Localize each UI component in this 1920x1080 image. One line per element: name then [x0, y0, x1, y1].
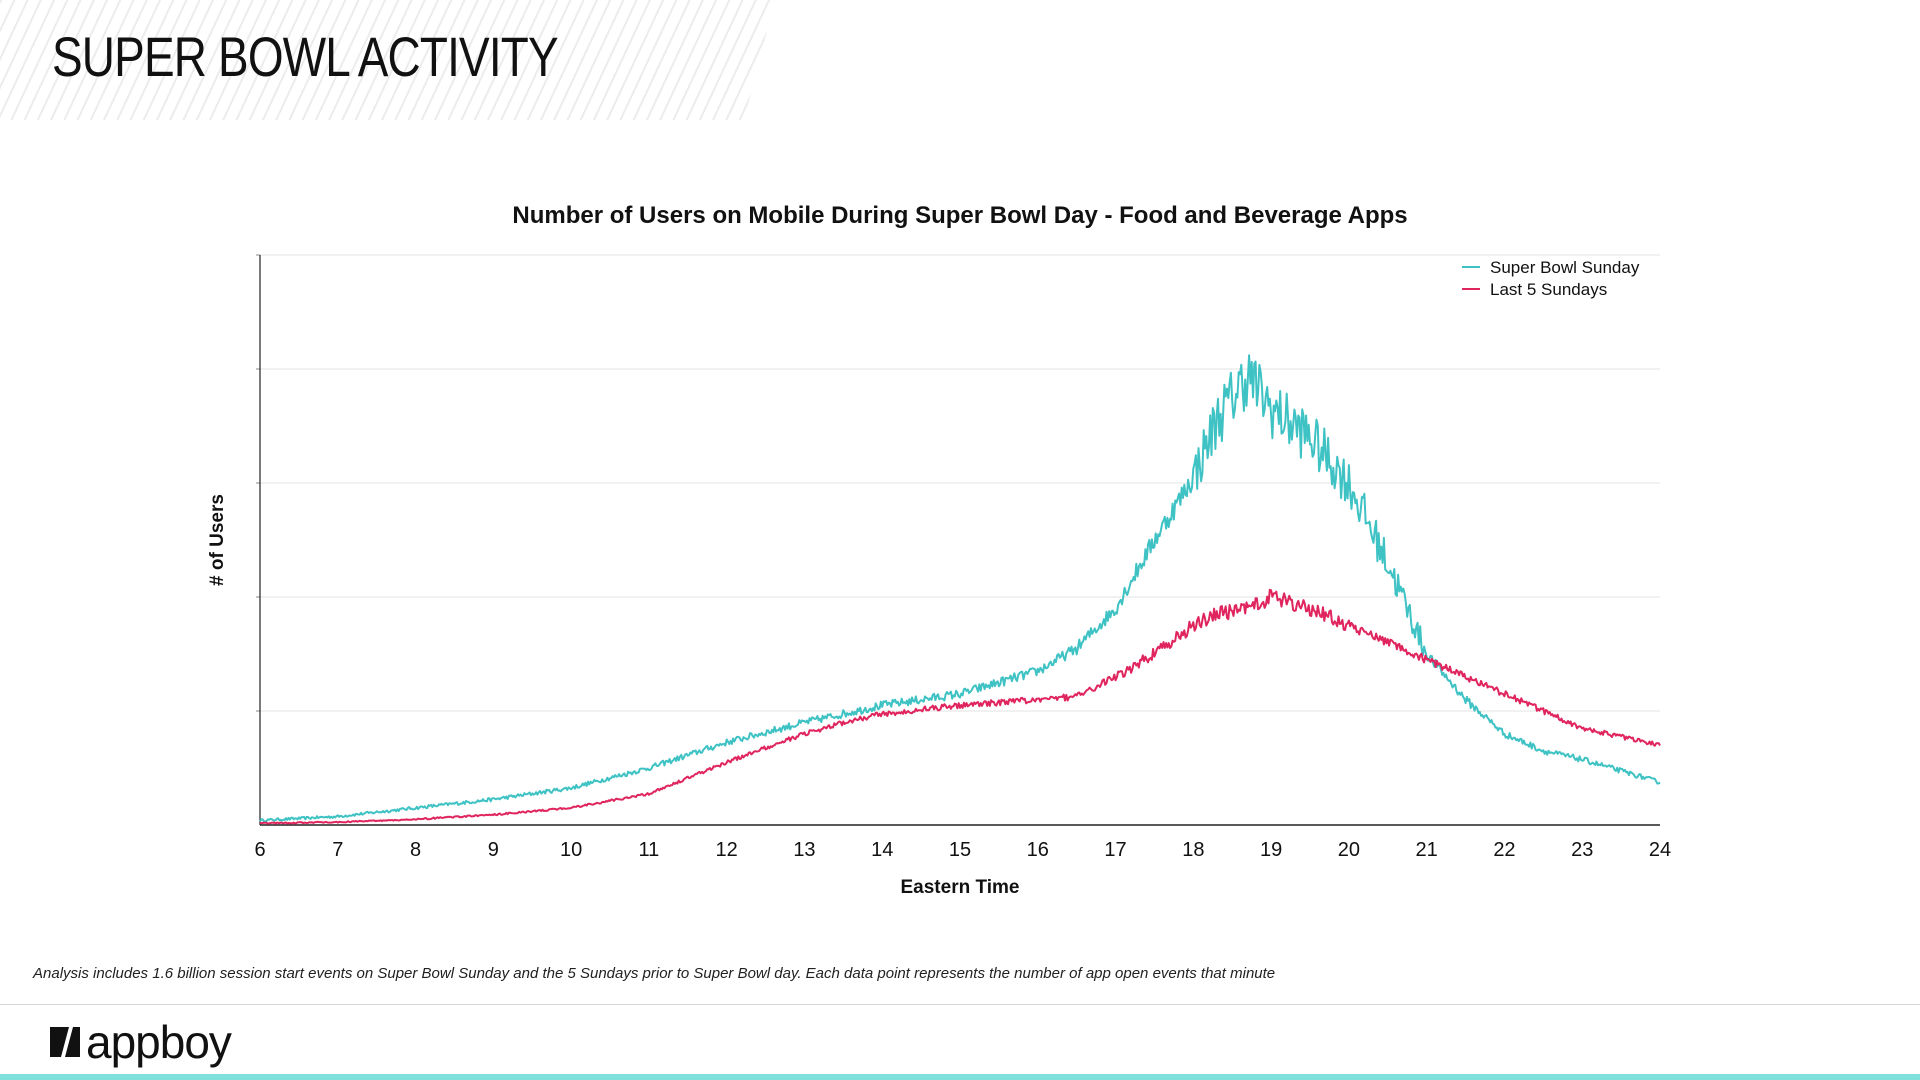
footer-divider — [0, 1004, 1920, 1005]
series-line-last-5-sundays — [259, 588, 1661, 825]
x-tick-label: 23 — [1571, 839, 1593, 861]
brand-name: appboy — [86, 1016, 232, 1068]
footnote: Analysis includes 1.6 billion session st… — [33, 965, 1276, 982]
legend-label: Super Bowl Sunday — [1490, 258, 1640, 277]
x-tick-label: 9 — [488, 839, 499, 861]
x-tick-label: 10 — [560, 839, 582, 861]
x-tick-label: 16 — [1027, 839, 1049, 861]
legend-label: Last 5 Sundays — [1490, 280, 1607, 299]
appboy-logo-icon — [50, 1027, 80, 1057]
x-tick-label: 18 — [1182, 839, 1204, 861]
appboy-logo: appboy — [50, 1016, 232, 1068]
page-title: SUPER BOWL ACTIVITY — [52, 25, 559, 88]
x-tick-label: 11 — [639, 839, 660, 861]
header-stripe-band — [0, 0, 775, 120]
line-chart: 6 7 8 9 10 11 12 13 14 15 16 17 18 19 20 21 22 23 24 Number… — [207, 202, 1671, 898]
x-tick-label: 8 — [410, 839, 421, 861]
y-axis-label: # of Users — [207, 494, 228, 586]
x-tick-label: 12 — [716, 839, 738, 861]
x-tick-label: 15 — [949, 839, 971, 861]
x-axis-label: Eastern Time — [901, 877, 1020, 898]
x-tick-label: 19 — [1260, 839, 1282, 861]
x-tick-label: 21 — [1416, 839, 1438, 861]
x-tick-label: 14 — [871, 839, 893, 861]
x-tick-label: 13 — [793, 839, 815, 861]
series-line-super-bowl-sunday — [259, 354, 1661, 823]
x-tick-label: 7 — [332, 839, 343, 861]
x-tick-label: 6 — [254, 839, 265, 861]
x-tick-label: 20 — [1338, 839, 1360, 861]
x-tick-label: 24 — [1649, 839, 1671, 861]
x-tick-label: 22 — [1493, 839, 1515, 861]
accent-bottom-bar — [0, 1074, 1920, 1080]
chart-title: Number of Users on Mobile During Super B… — [512, 202, 1407, 229]
x-tick-label: 17 — [1104, 839, 1126, 861]
